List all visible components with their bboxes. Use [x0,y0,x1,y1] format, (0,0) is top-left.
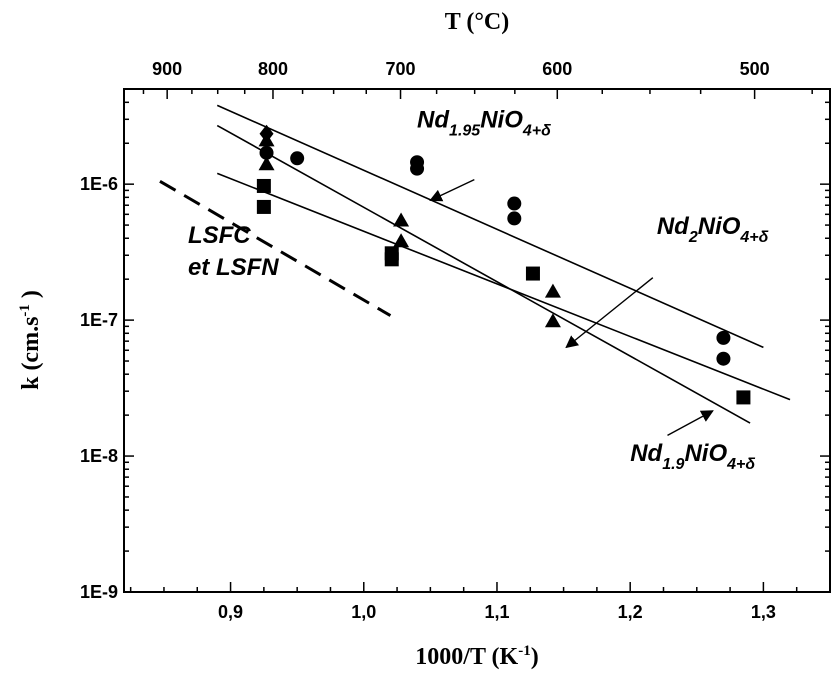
triangle-point [258,156,275,171]
x-axis-title: 1000/T (K-1) [415,643,538,670]
circle-point [410,161,425,176]
top-tick-label: 600 [542,59,572,79]
y-tick-label: 1E-8 [80,446,118,466]
annotations: Nd1.95NiO4+δ Nd2NiO4+δ Nd1.9NiO4+δ LSFC et L… [188,107,769,473]
x-tick-label: 1,1 [484,602,509,622]
square-point [384,252,399,267]
circle-point [716,351,731,366]
x-tick-label: 1,2 [618,602,643,622]
y-tick-label: 1E-7 [80,310,118,330]
square-point [256,199,271,214]
square-point [256,178,271,193]
y-axis-title: k (cm.s-1 ) [17,290,44,390]
x-tick-label: 1,0 [351,602,376,622]
y-tick-label: 1E-9 [80,582,118,602]
annotation-arrow [565,277,654,349]
x-tick-label: 1,3 [751,602,776,622]
top-tick-label: 900 [152,59,182,79]
top-axis-title: T (°C) [445,9,510,35]
fit-line [216,124,751,424]
circle-point [716,330,731,345]
triangle-point [393,233,410,248]
top-tick-label: 700 [386,59,416,79]
annotation-label: Nd1.9NiO4+δ [630,440,755,473]
triangle-point [544,313,561,328]
axis-ticks: 0,9 1,0 1,1 1,2 1,3 900 800 700 600 500 1E-9 1E-8 1E… [80,59,831,622]
square-point [736,390,751,405]
diamond-point [259,124,274,143]
circle-point [290,151,305,166]
annotation-arrow [667,410,714,436]
fit-lines [159,104,791,424]
square-point [525,266,540,281]
circle-point [507,211,522,226]
x-tick-label: 0,9 [218,602,243,622]
circle-point [259,145,274,160]
y-tick-label: 1E-6 [80,174,118,194]
data-points [256,124,751,405]
dashed-line [159,179,392,317]
fit-line [216,172,791,401]
triangle-point [393,212,410,227]
top-tick-label: 500 [740,59,770,79]
annotation-label: Nd2NiO4+δ [657,213,769,246]
fit-line [216,104,764,349]
annotation-label: LSFC [188,222,251,249]
top-tick-label: 800 [258,59,288,79]
annotation-label: Nd1.95NiO4+δ [417,107,551,140]
triangle-point [544,283,561,298]
circle-point [507,196,522,211]
annotation-label: et LSFN [188,254,279,281]
annotation-arrow [429,178,475,202]
